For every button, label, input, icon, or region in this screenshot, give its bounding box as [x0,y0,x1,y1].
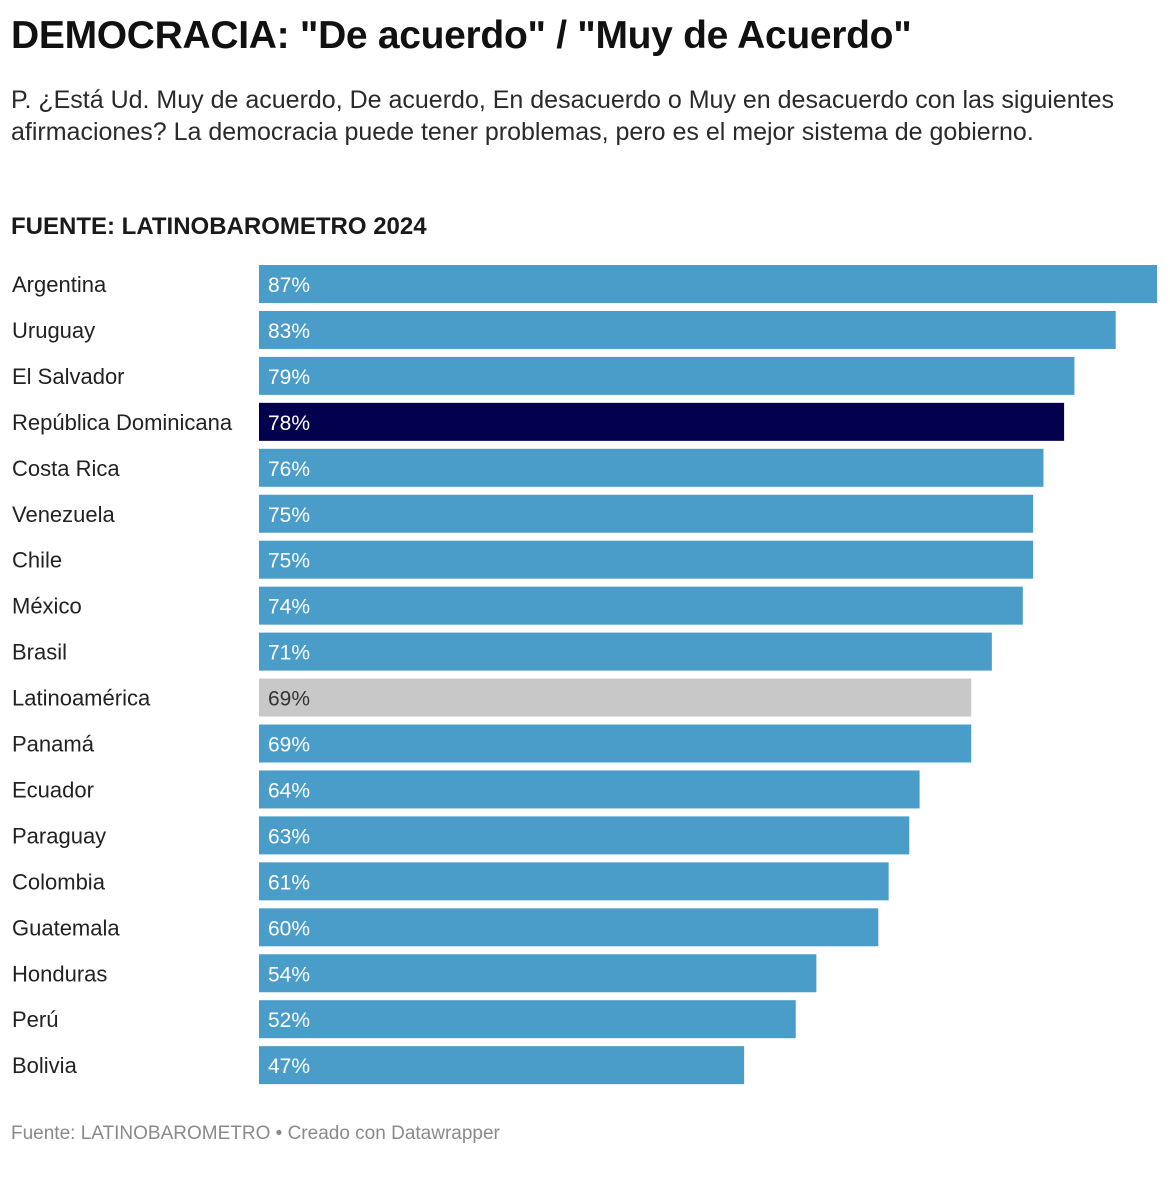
bar-row-uruguay: Uruguay 83% [12,310,1116,349]
bar-row-paraguay: Paraguay 63% [12,816,910,855]
value-label: 83% [268,320,310,343]
bar-mexico [259,586,1023,625]
bar-chile [259,540,1034,579]
bar-row-ecuador: Ecuador 64% [12,770,920,809]
bar-row-latinoamerica: Latinoamérica 69% [12,678,972,717]
category-label: Guatemala [12,915,120,940]
category-label: República Dominicana [12,410,233,435]
category-label: Honduras [12,961,107,986]
category-label: Chile [12,548,62,573]
value-label: 47% [268,1055,310,1078]
value-label: 78% [268,412,310,435]
category-label: Colombia [12,869,106,894]
category-label: Panamá [12,732,95,757]
value-label: 52% [268,1009,310,1032]
source-heading: FUENTE: LATINOBAROMETRO 2024 [11,213,427,240]
bar-brasil [259,632,992,671]
bar-honduras [259,954,817,993]
value-label: 54% [268,963,310,986]
value-label: 69% [268,734,310,757]
bar-row-venezuela: Venezuela 75% [12,494,1034,533]
bar-row-guatemala: Guatemala 60% [12,908,879,947]
category-label: Ecuador [12,777,94,802]
category-label: Costa Rica [12,456,120,481]
bar-row-colombia: Colombia 61% [12,862,889,901]
category-label: Uruguay [12,318,95,343]
category-label: Brasil [12,640,67,665]
bar-republica-dominicana [259,402,1065,441]
bar-row-el-salvador: El Salvador 79% [12,356,1075,395]
bar-row-peru: Perú 52% [12,1000,796,1039]
bar-chart: Argentina 87% Uruguay 83% El Salvador 79% Repú… [12,265,1157,1085]
bar-paraguay [259,816,910,855]
bar-row-chile: Chile 75% [12,540,1034,579]
bar-row-brasil: Brasil 71% [12,632,992,671]
value-label: 69% [268,688,310,711]
value-label: 87% [268,274,310,297]
bar-venezuela [259,494,1034,533]
value-label: 63% [268,825,310,848]
value-label: 64% [268,779,310,802]
bar-argentina [259,265,1157,303]
value-label: 74% [268,596,310,619]
category-label: Argentina [12,272,107,297]
category-label: El Salvador [12,364,125,389]
bar-panama [259,724,972,763]
bar-el-salvador [259,356,1075,395]
bar-ecuador [259,770,920,809]
bar-guatemala [259,908,879,947]
bar-colombia [259,862,889,901]
bar-costa-rica [259,448,1044,487]
bar-uruguay [259,310,1116,349]
chart-subtitle: P. ¿Está Ud. Muy de acuerdo, De acuerdo,… [11,86,1114,146]
bar-row-costa-rica: Costa Rica 76% [12,448,1044,487]
value-label: 75% [268,550,310,573]
category-label: Venezuela [12,502,116,527]
value-label: 60% [268,917,310,940]
bar-row-argentina: Argentina 87% [12,265,1157,303]
bar-row-mexico: México 74% [12,586,1023,625]
category-label: Latinoamérica [12,686,151,711]
chart-title: DEMOCRACIA: "De acuerdo" / "Muy de Acuer… [11,14,912,57]
bar-peru [259,1000,796,1039]
value-label: 76% [268,458,310,481]
bar-row-honduras: Honduras 54% [12,954,817,993]
category-label: Paraguay [12,823,106,848]
bar-bolivia [259,1046,745,1085]
category-label: Perú [12,1007,58,1032]
chart-footer: Fuente: LATINOBAROMETRO • Creado con Dat… [11,1123,500,1144]
category-label: Bolivia [12,1053,78,1078]
value-label: 75% [268,504,310,527]
bar-latinoamerica [259,678,972,717]
bar-row-bolivia: Bolivia 47% [12,1046,745,1085]
bar-row-republica-dominicana: República Dominicana 78% [12,402,1065,441]
value-label: 61% [268,871,310,894]
category-label: México [12,594,82,619]
bar-row-panama: Panamá 69% [12,724,972,763]
value-label: 71% [268,642,310,665]
value-label: 79% [268,366,310,389]
